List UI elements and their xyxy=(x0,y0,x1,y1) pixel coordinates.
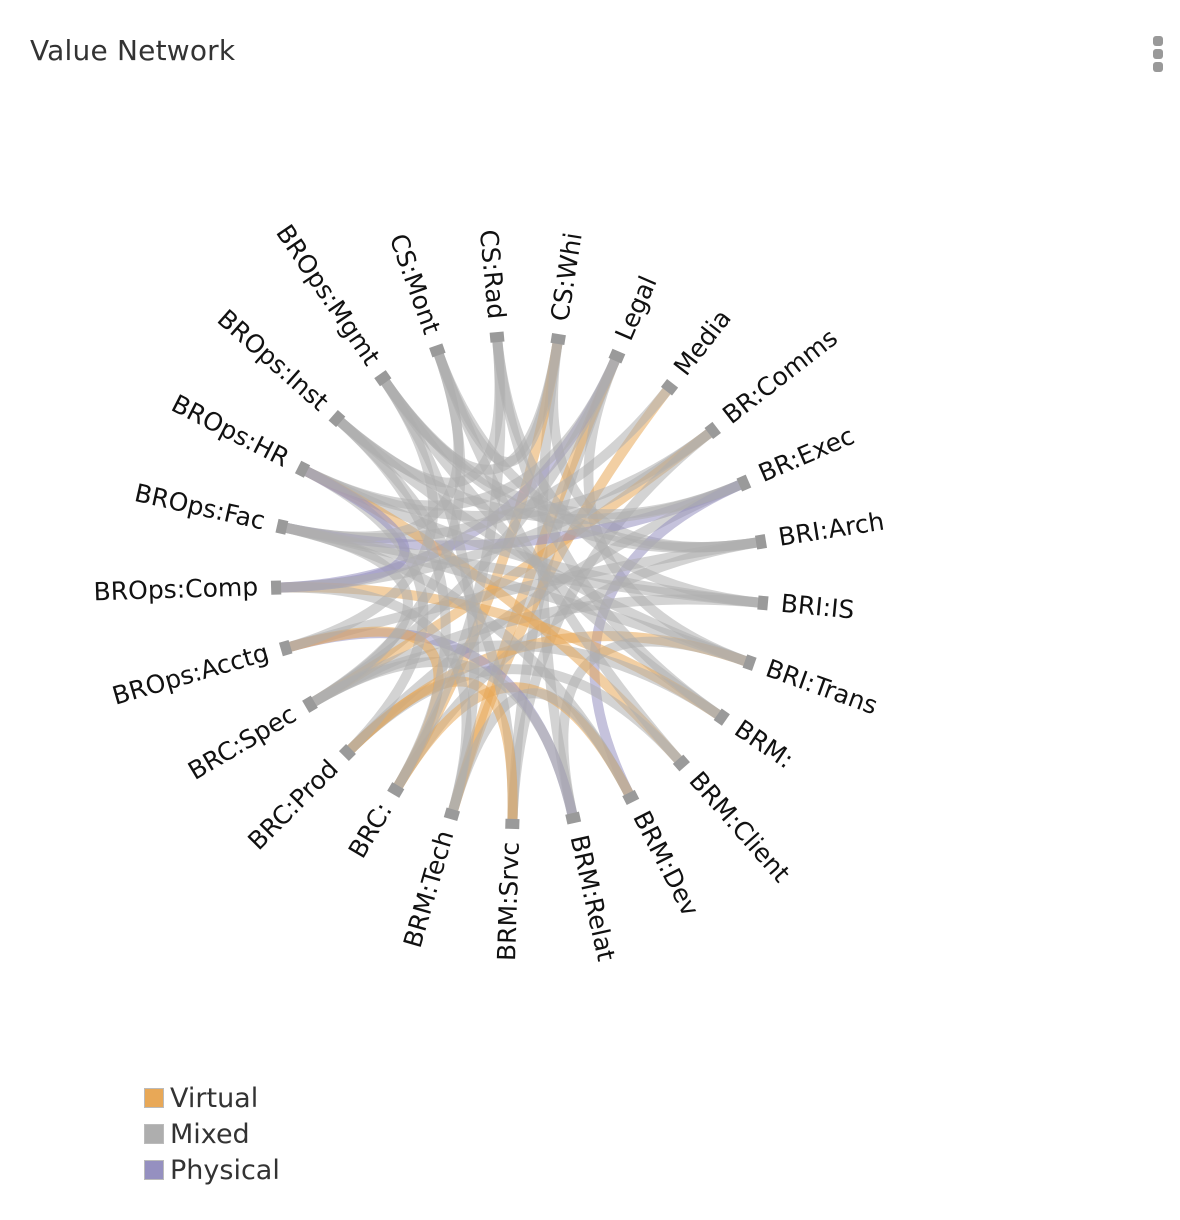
chord-links xyxy=(274,335,765,826)
legend-item-virtual[interactable]: Virtual xyxy=(144,1080,280,1116)
chord-node-brops-acctg[interactable] xyxy=(278,639,293,657)
chord-node-brc-prod[interactable] xyxy=(338,744,356,762)
chord-node-cs-whi[interactable] xyxy=(550,332,566,346)
chord-link-brops-acctg-brops-mgmt[interactable] xyxy=(283,374,439,654)
chord-link-brops-hr-legal[interactable] xyxy=(299,353,622,511)
legend-swatch-virtual xyxy=(144,1088,164,1108)
chord-node-brops-inst[interactable] xyxy=(328,410,346,428)
node-label-legal: Legal xyxy=(609,272,662,345)
node-label-media: Media xyxy=(668,304,737,381)
chord-node-br-exec[interactable] xyxy=(736,474,752,492)
node-label-bri-trans: BRI:Trans xyxy=(762,654,881,721)
legend-label-virtual: Virtual xyxy=(170,1082,259,1114)
chord-link-brm-dev-brm-tech[interactable] xyxy=(446,688,636,817)
node-label-br-exec: BR:Exec xyxy=(754,421,858,488)
legend-item-mixed[interactable]: Mixed xyxy=(144,1116,280,1152)
chord-link-cs-mont-bri-arch[interactable] xyxy=(432,347,763,553)
node-label-brc: BRC: xyxy=(343,797,398,863)
chord-link-brops-fac-bri-trans[interactable] xyxy=(279,521,753,668)
node-label-brops-mgmt: BROps:Mgmt xyxy=(270,219,386,370)
chord-node-bri-trans[interactable] xyxy=(742,654,757,671)
node-label-brm: BRM: xyxy=(729,714,799,774)
legend-label-mixed: Mixed xyxy=(170,1118,250,1150)
chord-node-brm-relat[interactable] xyxy=(565,811,582,825)
chord-node-cs-rad[interactable] xyxy=(489,331,505,343)
chord-link-brops-comp-br-comms[interactable] xyxy=(274,425,717,593)
node-label-brm-relat: BRM:Relat xyxy=(565,832,621,964)
chord-node-bri-arch[interactable] xyxy=(754,534,768,550)
chord-node-brm[interactable] xyxy=(713,708,730,726)
node-label-bri-is: BRI:IS xyxy=(780,589,856,625)
chord-node-cs-mont[interactable] xyxy=(429,343,446,358)
legend-label-physical: Physical xyxy=(170,1154,280,1186)
chord-nodes xyxy=(270,331,769,830)
chord-node-brops-mgmt[interactable] xyxy=(374,370,392,387)
legend-swatch-physical xyxy=(144,1160,164,1180)
node-label-cs-mont: CS:Mont xyxy=(384,230,447,338)
chord-node-brm-client[interactable] xyxy=(672,754,690,772)
node-label-brops-acctg: BROps:Acctg xyxy=(109,638,272,711)
kebab-menu-icon[interactable] xyxy=(1146,34,1170,74)
legend-item-physical[interactable]: Physical xyxy=(144,1152,280,1188)
node-label-cs-whi: CS:Whi xyxy=(545,231,588,324)
node-label-brc-prod: BRC:Prod xyxy=(242,754,344,856)
chord-node-bri-is[interactable] xyxy=(757,595,769,611)
chord-node-legal[interactable] xyxy=(608,348,626,364)
node-label-bri-arch: BRI:Arch xyxy=(776,506,886,551)
node-label-cs-rad: CS:Rad xyxy=(474,228,511,320)
node-label-brops-fac: BROps:Fac xyxy=(132,478,268,535)
node-label-brm-dev: BRM:Dev xyxy=(627,806,705,921)
node-label-brc-spec: BRC:Spec xyxy=(183,700,301,786)
panel-title: Value Network xyxy=(30,34,236,67)
node-label-brops-inst: BROps:Inst xyxy=(212,304,335,417)
chord-node-media[interactable] xyxy=(660,379,679,396)
legend-swatch-mixed xyxy=(144,1124,164,1144)
legend: Virtual Mixed Physical xyxy=(144,1080,280,1188)
chord-link-brm-relat-brc-spec[interactable] xyxy=(306,656,579,821)
node-label-brm-srvc: BRM:Srvc xyxy=(492,841,525,961)
chord-node-brm-tech[interactable] xyxy=(443,807,461,822)
node-label-brops-hr: BROps:HR xyxy=(167,389,294,473)
chord-node-br-comms[interactable] xyxy=(704,421,721,440)
node-label-brm-client: BRM:Client xyxy=(684,766,796,888)
chord-link-brops-inst-cs-rad[interactable] xyxy=(332,335,505,488)
chord-node-brm-dev[interactable] xyxy=(622,789,640,806)
chord-node-brc-spec[interactable] xyxy=(302,695,318,713)
node-label-brm-tech: BRM:Tech xyxy=(398,827,459,951)
chord-node-brc[interactable] xyxy=(387,782,405,798)
node-label-br-comms: BR:Comms xyxy=(717,323,843,430)
node-label-brops-comp: BROps:Comp xyxy=(93,572,258,606)
chord-node-brops-fac[interactable] xyxy=(275,518,289,535)
chord-node-brops-hr[interactable] xyxy=(294,460,311,478)
